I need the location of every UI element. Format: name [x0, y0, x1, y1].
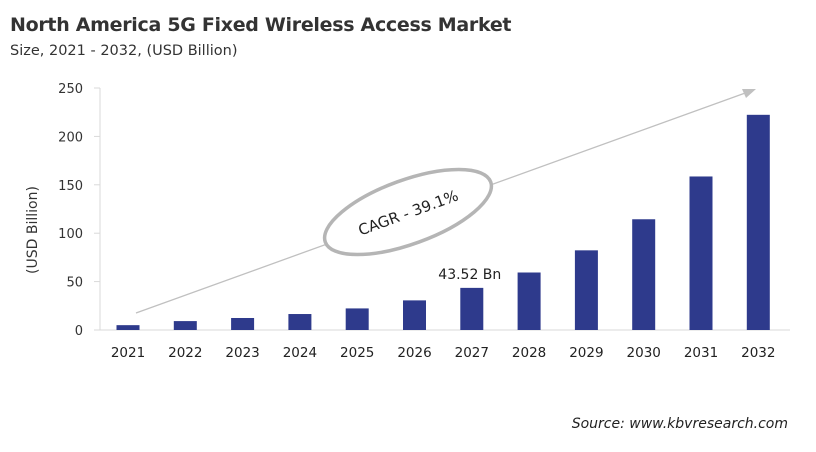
x-tick-label-2027: 2027 — [455, 345, 489, 361]
x-tick-label-2030: 2030 — [627, 345, 661, 361]
x-tick-label-2031: 2031 — [684, 345, 718, 361]
y-axis-label: (USD Billion) — [25, 186, 41, 274]
y-tick-label: 200 — [58, 130, 83, 145]
trend-arrow-head — [742, 89, 756, 98]
bar-2032 — [746, 114, 770, 330]
bar-2029 — [574, 250, 598, 330]
chart-subtitle: Size, 2021 - 2032, (USD Billion) — [10, 43, 238, 59]
chart-title: North America 5G Fixed Wireless Access M… — [10, 14, 512, 36]
bar-2028 — [517, 272, 541, 330]
data-label-2027: 43.52 Bn — [438, 267, 501, 283]
x-tick-labels: 2021 2022 2023 2024 2025 2026 2027 2028 2029 2030… — [111, 345, 776, 361]
x-tick-label-2022: 2022 — [168, 345, 202, 361]
y-tick-label: 150 — [58, 179, 83, 194]
x-tick-label-2029: 2029 — [569, 345, 603, 361]
bar-2021 — [116, 325, 140, 330]
x-tick-label-2023: 2023 — [225, 345, 259, 361]
x-tick-label-2024: 2024 — [283, 345, 317, 361]
y-tick-label: 100 — [58, 227, 83, 242]
x-tick-label-2021: 2021 — [111, 345, 145, 361]
cagr-ellipse — [322, 167, 494, 257]
bars — [116, 114, 770, 330]
bar-2027 — [460, 287, 484, 330]
x-tick-label-2028: 2028 — [512, 345, 546, 361]
y-tick-label: 250 — [58, 82, 83, 97]
bar-2024 — [288, 314, 312, 330]
x-tick-label-2026: 2026 — [397, 345, 431, 361]
bar-2023 — [231, 317, 255, 330]
bar-2025 — [345, 308, 369, 330]
cagr-annotation: CAGR - 39.1% — [135, 89, 756, 314]
bar-2022 — [173, 321, 197, 330]
bar-2026 — [403, 300, 426, 330]
source-credit: Source: www.kbvresearch.com — [571, 416, 788, 432]
y-axis: 0 50 100 150 200 250 — [58, 82, 101, 339]
x-tick-label-2032: 2032 — [741, 345, 775, 361]
bar-2030 — [632, 219, 656, 330]
x-tick-label-2025: 2025 — [340, 345, 374, 361]
y-tick-label: 50 — [66, 276, 83, 291]
y-tick-label: 0 — [75, 324, 83, 339]
bar-2031 — [689, 176, 713, 330]
